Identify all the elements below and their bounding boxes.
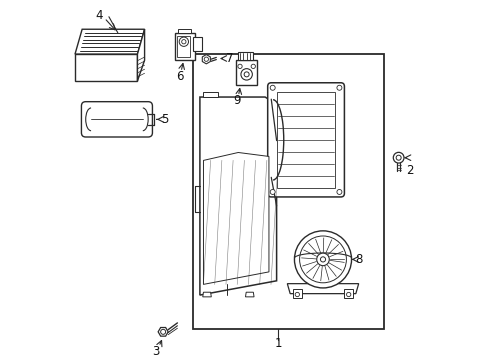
Bar <box>177 36 189 57</box>
Circle shape <box>316 253 328 266</box>
FancyBboxPatch shape <box>267 83 344 197</box>
Bar <box>178 28 191 33</box>
Polygon shape <box>75 54 137 81</box>
FancyBboxPatch shape <box>81 102 152 137</box>
Polygon shape <box>158 328 168 336</box>
Text: 4: 4 <box>95 9 103 22</box>
Polygon shape <box>200 97 276 295</box>
Circle shape <box>346 292 350 297</box>
Circle shape <box>241 69 252 80</box>
Bar <box>175 33 194 59</box>
Bar <box>276 92 335 188</box>
Circle shape <box>336 189 341 194</box>
Bar <box>203 92 217 97</box>
Polygon shape <box>203 153 268 284</box>
Text: 5: 5 <box>161 113 169 126</box>
Circle shape <box>320 257 325 262</box>
Text: 3: 3 <box>152 345 160 358</box>
Circle shape <box>251 64 255 68</box>
Circle shape <box>237 64 242 68</box>
Circle shape <box>392 152 403 163</box>
Circle shape <box>204 57 208 61</box>
Circle shape <box>295 292 299 297</box>
Circle shape <box>182 40 185 44</box>
Text: 7: 7 <box>225 52 233 65</box>
Polygon shape <box>245 292 254 297</box>
Bar <box>238 53 253 60</box>
Circle shape <box>179 37 188 46</box>
Text: 8: 8 <box>354 253 362 266</box>
Polygon shape <box>202 55 210 64</box>
Polygon shape <box>75 29 144 54</box>
Polygon shape <box>287 284 358 294</box>
Circle shape <box>161 329 165 334</box>
Polygon shape <box>137 29 144 81</box>
Circle shape <box>244 72 248 77</box>
Circle shape <box>299 236 346 283</box>
Circle shape <box>270 85 275 90</box>
Circle shape <box>336 85 341 90</box>
Bar <box>292 289 301 298</box>
Bar <box>344 289 352 298</box>
Text: 2: 2 <box>405 164 413 177</box>
Bar <box>236 60 257 85</box>
Bar <box>192 54 383 329</box>
Circle shape <box>294 231 351 288</box>
Circle shape <box>270 189 275 194</box>
Bar <box>193 37 202 51</box>
Text: 1: 1 <box>274 337 282 350</box>
Circle shape <box>395 155 400 160</box>
Polygon shape <box>203 292 211 297</box>
Text: 9: 9 <box>232 94 240 107</box>
Text: 6: 6 <box>176 70 183 83</box>
